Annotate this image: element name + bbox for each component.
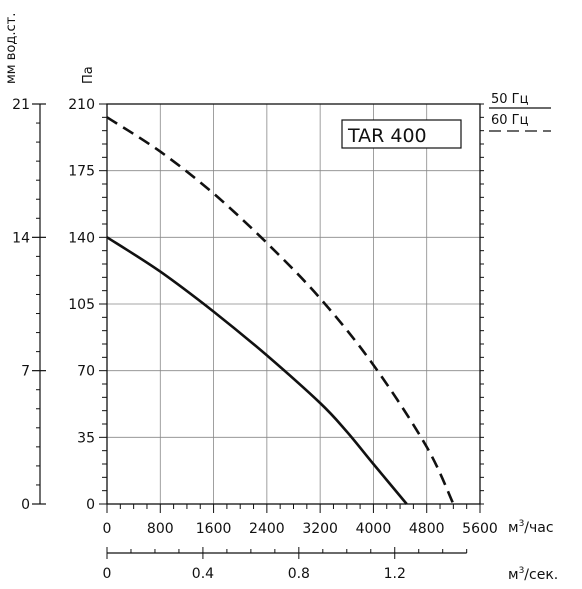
title-box bbox=[341, 119, 462, 149]
x-tick-label-m3h: 1600 bbox=[196, 521, 232, 537]
y-tick-label-mm: 14 bbox=[12, 230, 30, 246]
grid bbox=[106, 103, 481, 505]
chart-title: TAR 400 bbox=[347, 125, 427, 147]
x-tick-label-m3h: 0 bbox=[103, 521, 112, 537]
x-unit-m3h: м3/час bbox=[508, 519, 554, 536]
y-tick-label-mm: 7 bbox=[21, 364, 30, 380]
y-tick-label-mm: 21 bbox=[12, 97, 30, 113]
x-tick-label-m3h: 4000 bbox=[356, 521, 392, 537]
y-tick-label-pa: 35 bbox=[77, 430, 95, 446]
series-group bbox=[106, 116, 455, 505]
x-tick-label-m3s: 0.4 bbox=[192, 566, 214, 582]
y-tick-label-pa: 105 bbox=[68, 297, 95, 313]
legend-label-50hz: 50 Гц bbox=[491, 92, 529, 107]
series-line-50hz bbox=[106, 236, 408, 505]
x-tick-label-m3h: 4800 bbox=[409, 521, 445, 537]
axes bbox=[39, 103, 481, 554]
x-tick-label-m3h: 3200 bbox=[302, 521, 338, 537]
y-unit-pa: Па bbox=[81, 66, 96, 84]
x-tick-label-m3h: 800 bbox=[147, 521, 174, 537]
y-unit-mm: мм вод.ст. bbox=[4, 13, 19, 84]
series-line-60hz bbox=[106, 116, 455, 505]
x-tick-label-m3s: 0.8 bbox=[288, 566, 310, 582]
y-tick-label-pa: 175 bbox=[68, 164, 95, 180]
y-tick-label-pa: 140 bbox=[68, 230, 95, 246]
x-tick-label-m3h: 5600 bbox=[462, 521, 498, 537]
x-tick-label-m3s: 0 bbox=[103, 566, 112, 582]
y-tick-label-pa: 210 bbox=[68, 97, 95, 113]
x-tick-label-m3h: 2400 bbox=[249, 521, 285, 537]
legend-label-60hz: 60 Гц bbox=[491, 113, 529, 128]
y-tick-label-pa: 70 bbox=[77, 364, 95, 380]
y-tick-label-pa: 0 bbox=[86, 497, 95, 513]
x-tick-label-m3s: 1.2 bbox=[384, 566, 406, 582]
x-unit-m3s: м3/сек. bbox=[508, 566, 558, 583]
y-tick-label-mm: 0 bbox=[21, 497, 30, 513]
